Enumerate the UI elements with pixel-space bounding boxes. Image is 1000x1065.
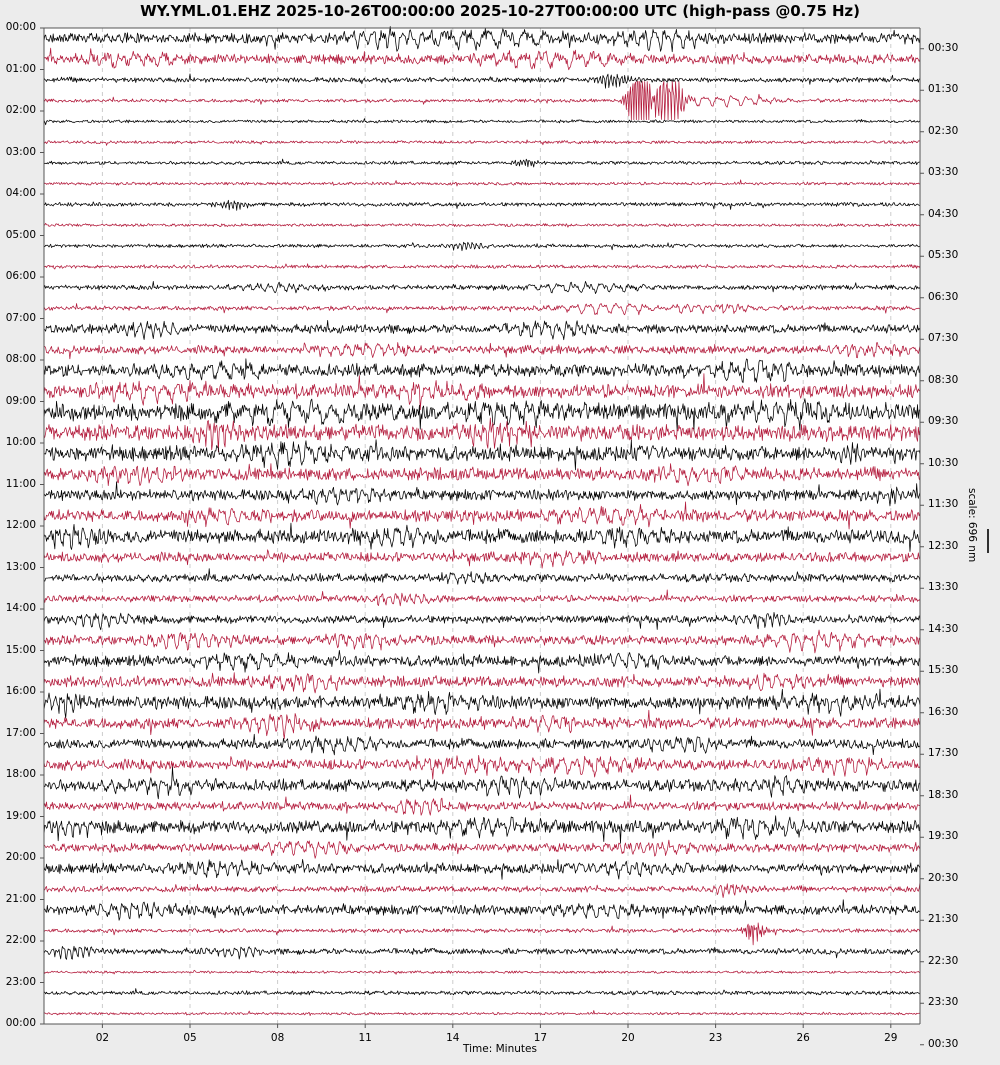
trace-group <box>43 26 921 1016</box>
right-tick-label: 06:30 <box>928 290 959 303</box>
left-tick-label: 10:00 <box>5 436 36 448</box>
left-tick-label: 01:00 <box>5 62 36 75</box>
x-tick-label: 20 <box>621 1032 635 1044</box>
x-tick-label: 26 <box>796 1032 810 1044</box>
right-tick-label: 16:30 <box>928 705 959 718</box>
right-tick-label: 21:30 <box>928 913 959 926</box>
right-tick-label: 04:30 <box>928 207 959 220</box>
right-tick-label: 12:30 <box>928 539 959 552</box>
x-tick-label: 29 <box>884 1032 898 1044</box>
left-tick-label: 19:00 <box>5 809 36 822</box>
x-tick-label: 23 <box>708 1032 723 1044</box>
right-tick-label: 05:30 <box>928 249 959 262</box>
left-tick-label: 05:00 <box>5 228 36 241</box>
left-tick-label: 00:00 <box>5 21 36 33</box>
right-tick-label: 11:30 <box>928 498 959 511</box>
left-tick-label: 04:00 <box>5 187 36 199</box>
x-axis-title: Time: Minutes <box>463 1043 537 1055</box>
left-tick-label: 13:00 <box>5 560 36 573</box>
right-tick-label: 10:30 <box>928 456 959 469</box>
left-tick-label: 22:00 <box>5 934 36 946</box>
page-title: WY.YML.01.EHZ 2025-10-26T00:00:00 2025-1… <box>140 2 860 20</box>
right-tick-label: 00:30 <box>928 41 959 54</box>
right-tick-label: 19:30 <box>928 830 959 843</box>
right-tick-label: 09:30 <box>928 415 959 428</box>
left-tick-label: 07:00 <box>5 311 36 324</box>
left-tick-label: 06:00 <box>5 270 36 282</box>
plot-background <box>44 28 920 1024</box>
left-tick-label: 11:00 <box>5 477 36 490</box>
right-tick-label: 01:30 <box>928 83 959 96</box>
left-tick-label: 08:00 <box>5 353 36 365</box>
x-tick-label: 05 <box>183 1032 197 1044</box>
right-tick-label: 18:30 <box>928 788 959 801</box>
left-tick-label: 14:00 <box>5 602 36 614</box>
right-tick-label: 00:30 <box>928 1037 959 1050</box>
right-tick-label: 22:30 <box>928 954 959 967</box>
x-tick-label: 08 <box>270 1032 285 1044</box>
left-tick-label: 21:00 <box>5 892 36 905</box>
x-tick-label: 11 <box>358 1032 372 1044</box>
right-tick-label: 20:30 <box>928 871 959 884</box>
x-tick-label: 17 <box>533 1032 548 1044</box>
right-tick-label: 23:30 <box>928 996 959 1009</box>
x-tick-label: 02 <box>95 1032 110 1044</box>
left-tick-label: 03:00 <box>5 145 36 158</box>
right-tick-label: 17:30 <box>928 747 959 760</box>
right-tick-label: 13:30 <box>928 581 959 594</box>
left-tick-label: 23:00 <box>5 975 36 988</box>
left-tick-label: 09:00 <box>5 394 36 407</box>
left-tick-label: 18:00 <box>5 768 36 780</box>
left-tick-label: 16:00 <box>5 685 36 697</box>
right-tick-label: 14:30 <box>928 622 959 635</box>
right-tick-label: 15:30 <box>928 664 959 677</box>
right-tick-label: 02:30 <box>928 124 959 137</box>
left-tick-label: 12:00 <box>5 519 36 531</box>
x-tick-label: 14 <box>446 1032 460 1044</box>
left-tick-label: 20:00 <box>5 851 36 863</box>
right-tick-label: 07:30 <box>928 332 959 345</box>
scale-annotation: scale: 696 nm <box>966 488 978 563</box>
right-tick-label: 08:30 <box>928 373 959 386</box>
left-tick-label: 15:00 <box>5 643 36 656</box>
gridlines <box>101 28 892 1024</box>
right-tick-label: 03:30 <box>928 166 959 179</box>
left-tick-label: 00:00 <box>5 1017 36 1029</box>
left-tick-label: 02:00 <box>5 104 36 116</box>
left-tick-label: 17:00 <box>5 726 36 739</box>
axis-ticks <box>40 27 924 1046</box>
